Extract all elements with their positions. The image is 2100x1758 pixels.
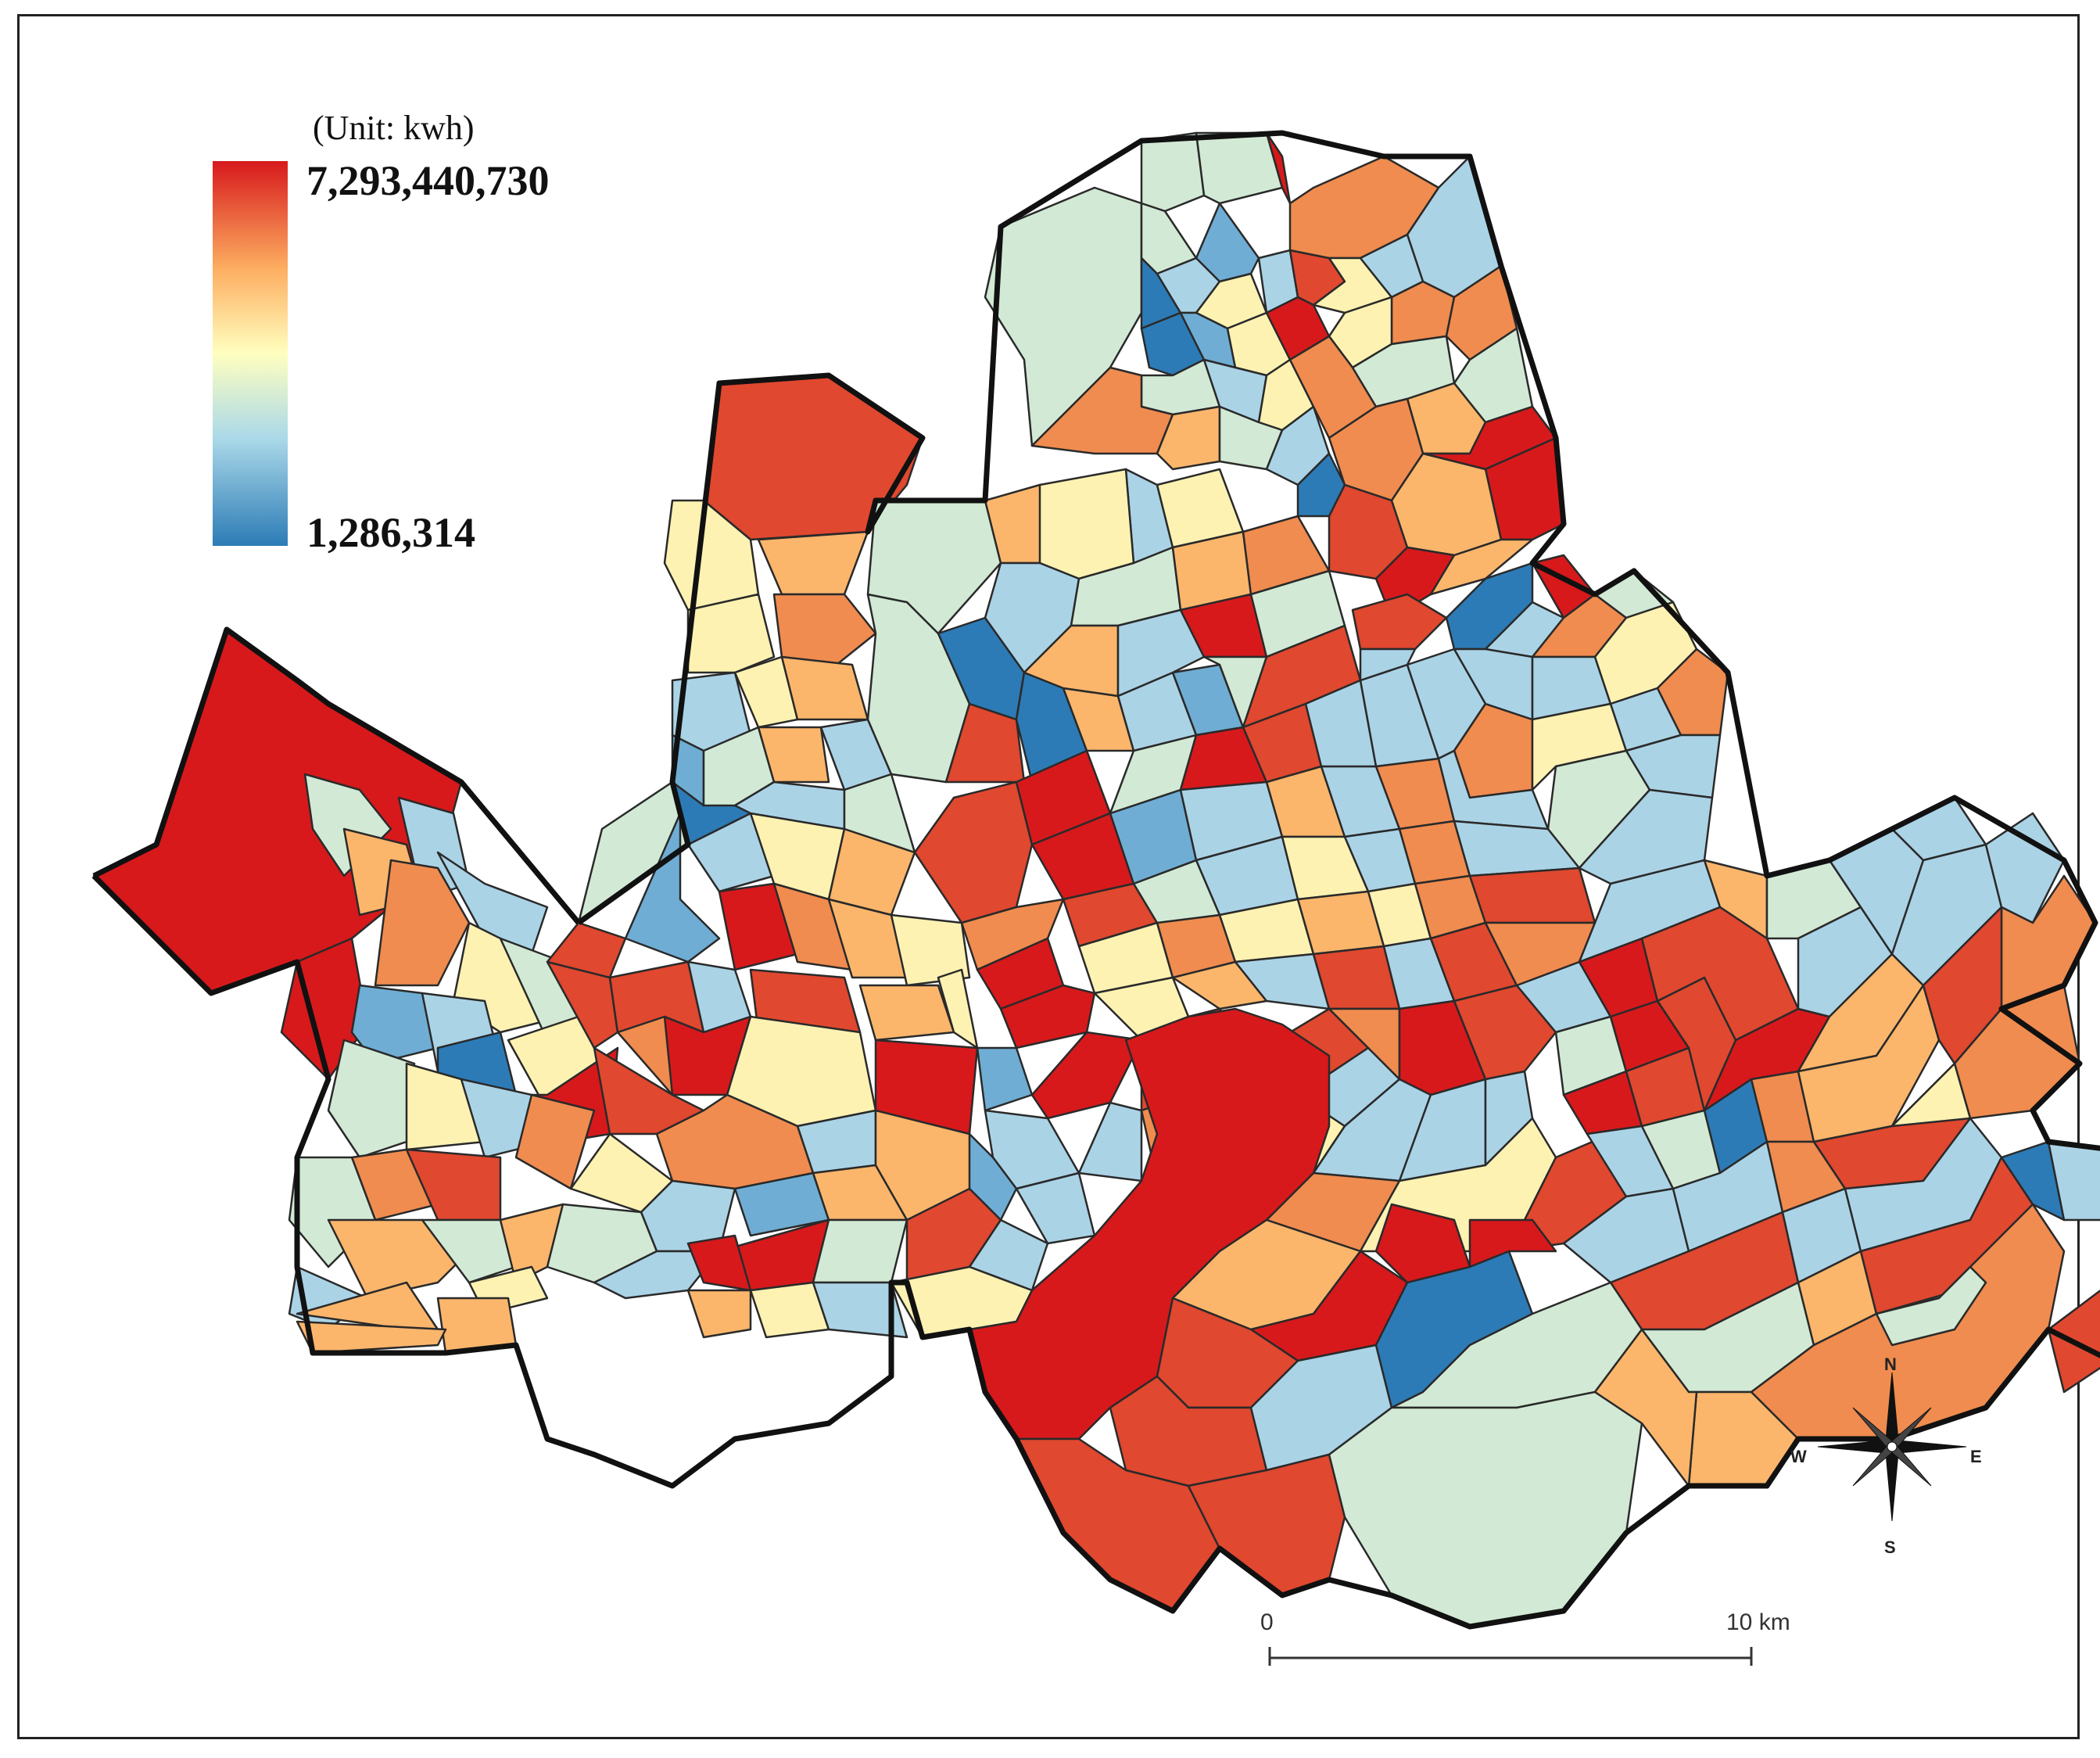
district-region	[1156, 405, 1221, 471]
district-region	[757, 726, 830, 784]
district-region	[1351, 593, 1448, 651]
city-outline	[91, 130, 2100, 1630]
district-region	[1296, 452, 1346, 518]
district-region	[890, 913, 971, 987]
district-region	[1398, 999, 1487, 1096]
district-region	[1077, 1101, 1143, 1182]
map-frame	[17, 14, 2080, 1739]
scale-start-label: 0	[1260, 1609, 1274, 1635]
district-region	[1140, 131, 1206, 213]
boundary-line	[92, 626, 581, 925]
compass-rose-icon	[1817, 1372, 1967, 1522]
district-region	[1468, 866, 1597, 924]
compass-west-label: W	[1790, 1447, 1807, 1466]
district-region	[1656, 648, 1729, 737]
district-region	[999, 984, 1096, 1049]
district-region	[968, 1132, 1018, 1222]
scale-bar	[1268, 1647, 1753, 1666]
district-region	[327, 1218, 471, 1300]
district-region	[772, 593, 877, 666]
district-region	[858, 984, 955, 1042]
district-region	[1038, 468, 1135, 580]
district-region	[686, 1289, 752, 1339]
district-region	[2047, 1289, 2100, 1394]
boundary-line	[91, 130, 2100, 1630]
compass-south-label: S	[1884, 1537, 1896, 1557]
district-region	[1265, 296, 1331, 361]
district-region	[1359, 648, 1417, 682]
legend-min-value: 1,286,314	[306, 509, 475, 556]
district-region	[913, 780, 1034, 924]
district-region	[350, 984, 439, 1065]
district-region	[1625, 734, 1722, 799]
district-region	[1116, 608, 1206, 698]
legend-unit-label: (Unit: kwh)	[313, 109, 475, 147]
district-region	[686, 1234, 752, 1292]
district-region	[780, 655, 869, 721]
district-region	[812, 1218, 908, 1284]
compass-north-label: N	[1884, 1354, 1897, 1374]
compass-east-label: E	[1970, 1447, 1982, 1466]
district-region	[1578, 788, 1714, 885]
district-region	[1429, 538, 1534, 596]
district-region	[1030, 1031, 1143, 1120]
district-region	[327, 1039, 416, 1159]
district-region	[624, 812, 721, 963]
legend-max-value: 7,293,440,730	[306, 157, 550, 204]
district-region	[374, 859, 471, 987]
district-region	[757, 530, 869, 596]
district-region	[1468, 1218, 1557, 1268]
district-region	[1984, 812, 2066, 924]
district-region	[1453, 984, 1557, 1081]
district-region	[1875, 1265, 1987, 1347]
district-region	[812, 1281, 908, 1339]
district-region	[1640, 906, 1800, 1042]
district-region	[1195, 202, 1260, 283]
district-region	[976, 1046, 1034, 1112]
district-regions	[92, 131, 2100, 1628]
district-region	[1374, 1203, 1471, 1284]
scale-end-label: 10 km	[1726, 1609, 1790, 1635]
district-region	[960, 898, 1065, 971]
district-region	[1890, 1062, 1972, 1128]
district-region	[296, 1320, 447, 1354]
district-region	[1593, 1328, 1698, 1487]
district-region	[436, 851, 549, 956]
legend-color-ramp	[213, 161, 288, 546]
